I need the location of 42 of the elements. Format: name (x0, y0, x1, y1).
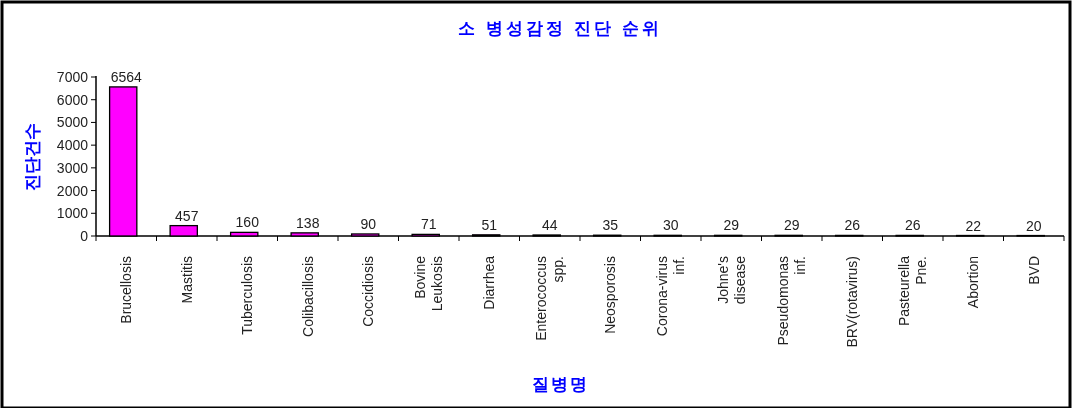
x-tick-label: Neosporosis (602, 256, 619, 334)
y-axis-title: 진단건수 (23, 122, 42, 191)
x-tick-label: Coccidiosis (360, 256, 377, 327)
x-tick-label: Diarrhea (481, 255, 498, 310)
data-label: 22 (965, 217, 982, 234)
y-tick-label: 2000 (56, 182, 89, 199)
data-label: 26 (844, 217, 861, 234)
x-tick-label: Brucellosis (118, 256, 135, 324)
data-label: 44 (541, 217, 558, 233)
data-label: 30 (662, 217, 679, 234)
y-tick-label: 5000 (56, 114, 89, 131)
y-tick-label: 3000 (56, 159, 89, 176)
data-label: 90 (360, 215, 377, 232)
data-label: 29 (723, 217, 740, 234)
y-tick-label: 1000 (56, 205, 89, 222)
y-tick-label: 7000 (56, 69, 89, 85)
y-tick-label: 6000 (56, 91, 89, 108)
data-label: 26 (904, 217, 921, 234)
x-tick-label: Enterococcus spp. (533, 256, 567, 341)
data-label: 138 (296, 214, 320, 231)
x-tick-label: Bovine Leukosis (412, 255, 446, 312)
x-tick-label: Corona-virus inf. (654, 256, 688, 337)
x-tick-label: Pasteurella Pne. (896, 255, 930, 327)
data-label: 51 (481, 216, 498, 233)
x-axis-title: 질병명 (531, 375, 589, 394)
data-label: 35 (602, 217, 619, 234)
data-label: 6564 (110, 68, 143, 85)
y-tick-label: 4000 (56, 137, 89, 154)
data-label: 160 (235, 214, 260, 231)
x-tick-label: BRV(rotavirus) (844, 256, 861, 348)
x-tick-label: Colibacillosis (299, 256, 316, 337)
data-label: 20 (1025, 217, 1042, 234)
data-label: 71 (420, 216, 437, 233)
y-tick-label: 0 (80, 228, 89, 244)
x-tick-label: Abortion (965, 256, 982, 309)
x-tick-label: BVD (1025, 256, 1042, 285)
data-label: 29 (783, 217, 800, 234)
x-tick-label: Mastitis (178, 256, 195, 304)
data-label: 457 (175, 207, 199, 224)
x-tick-label: Tuberculosis (239, 256, 256, 335)
x-tick-label: Pseudomonas inf. (775, 256, 809, 346)
chart-title: 소 병성감정 진단 순위 (458, 19, 662, 38)
